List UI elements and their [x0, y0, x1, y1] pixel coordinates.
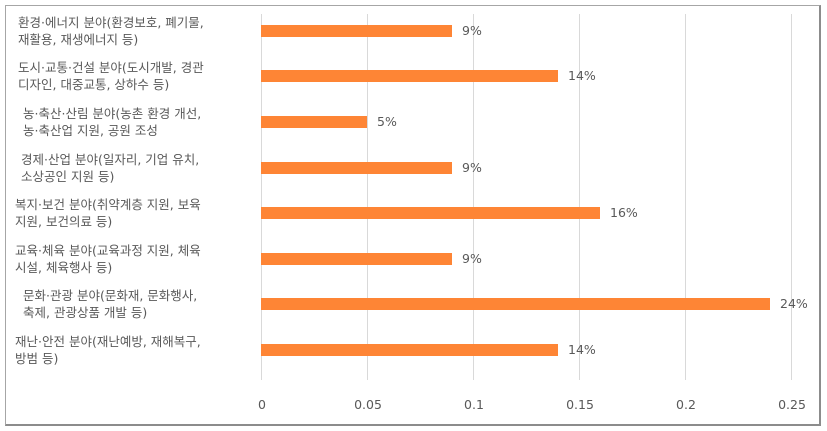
- gridline: [367, 14, 368, 380]
- category-label-line2: 재활용, 재생에너지 등): [18, 32, 139, 47]
- category-label-line2: 지원, 보건의료 등): [15, 214, 113, 229]
- category-label-line1: 복지·보건 분야(취약계층 지원, 보육: [15, 197, 201, 212]
- category-label-line1: 환경·에너지 분야(환경보호, 폐기물,: [18, 15, 204, 30]
- x-tick-label: 0.15: [566, 397, 594, 412]
- data-label: 5%: [377, 114, 397, 129]
- bar: [261, 253, 452, 265]
- data-label: 9%: [462, 251, 482, 266]
- gridline: [685, 14, 686, 380]
- category-label-line2: 축제, 관광상품 개발 등): [23, 305, 148, 320]
- category-label-line2: 농·축산업 지원, 공원 조성: [23, 123, 158, 138]
- x-tick-label: 0.1: [464, 397, 484, 412]
- category-label-line1: 재난·안전 분야(재난예방, 재해복구,: [15, 334, 201, 349]
- gridline: [791, 14, 792, 380]
- x-tick-label: 0: [258, 397, 266, 412]
- bar: [261, 25, 452, 37]
- category-label: 재난·안전 분야(재난예방, 재해복구, 방범 등): [0, 333, 270, 367]
- category-label-line1: 교육·체육 분야(교육과정 지원, 체육: [15, 243, 201, 258]
- category-label-line2: 시설, 체육행사 등): [15, 260, 113, 275]
- category-label-line2: 소상공인 지원 등): [21, 169, 115, 184]
- category-label-line1: 경제·산업 분야(일자리, 기업 유치,: [21, 152, 200, 167]
- category-label: 문화·관광 분야(문화재, 문화행사, 축제, 관광상품 개발 등): [0, 287, 278, 321]
- bar: [261, 298, 770, 310]
- data-label: 14%: [568, 68, 596, 83]
- data-label: 14%: [568, 342, 596, 357]
- category-label: 환경·에너지 분야(환경보호, 폐기물, 재활용, 재생에너지 등): [0, 14, 273, 48]
- data-label: 24%: [780, 296, 808, 311]
- value-axis-line: [261, 14, 262, 380]
- x-tick-label: 0.2: [676, 397, 696, 412]
- bar: [261, 344, 558, 356]
- data-label: 9%: [462, 160, 482, 175]
- bar: [261, 116, 367, 128]
- x-tick-label: 0.25: [778, 397, 806, 412]
- category-label: 농·축산·산림 분야(농촌 환경 개선, 농·축산업 지원, 공원 조성: [0, 105, 278, 139]
- gridline: [473, 14, 474, 380]
- category-label-line1: 농·축산·산림 분야(농촌 환경 개선,: [23, 106, 202, 121]
- bar: [261, 162, 452, 174]
- category-label-line1: 도시·교통·건설 분야(도시개발, 경관: [18, 60, 204, 75]
- bar: [261, 70, 558, 82]
- x-tick-label: 0.05: [354, 397, 382, 412]
- gridline: [579, 14, 580, 380]
- bar: [261, 207, 600, 219]
- category-label-line1: 문화·관광 분야(문화재, 문화행사,: [23, 288, 198, 303]
- category-label-line2: 방범 등): [15, 351, 59, 366]
- category-label: 경제·산업 분야(일자리, 기업 유치, 소상공인 지원 등): [0, 151, 276, 185]
- category-label-line2: 디자인, 대중교통, 상하수 등): [18, 77, 170, 92]
- data-label: 16%: [610, 205, 638, 220]
- data-label: 9%: [462, 23, 482, 38]
